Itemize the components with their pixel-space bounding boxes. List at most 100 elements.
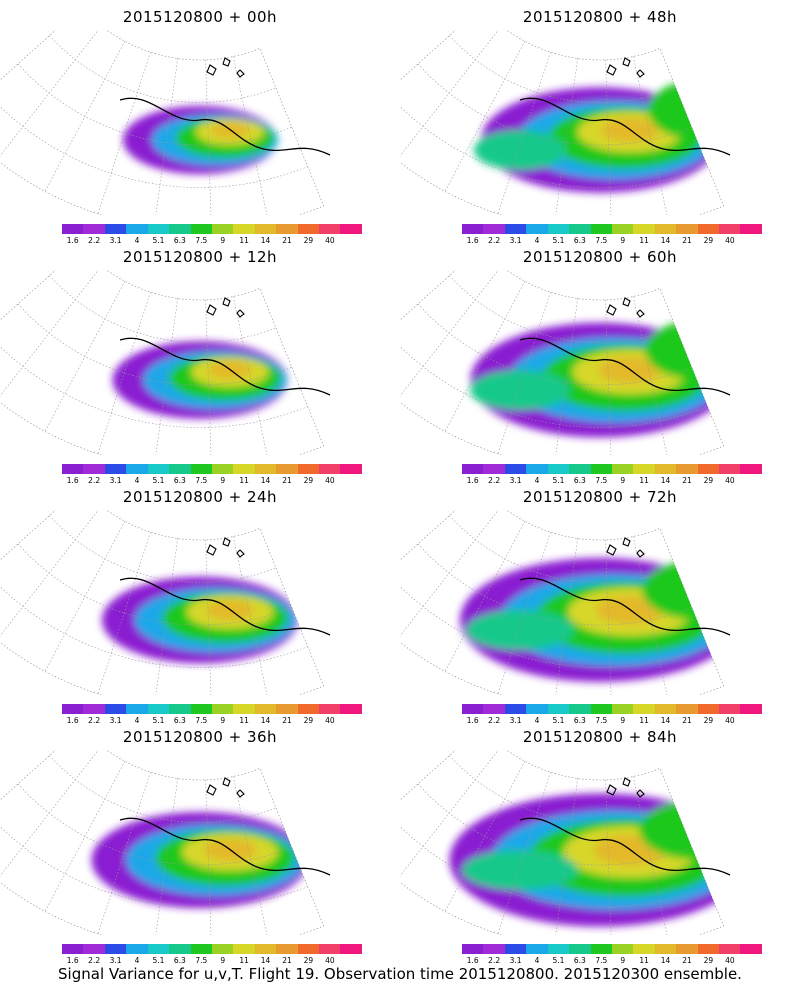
colorbar-tick-label: 5.1	[552, 476, 565, 485]
colorbar-tick-label: 1.6	[466, 236, 479, 245]
colorbar-swatch	[483, 944, 505, 954]
colorbar-swatch	[526, 464, 548, 474]
colorbar-tick-label: 9	[220, 476, 226, 485]
colorbar-tick-label: 29	[703, 716, 714, 725]
colorbar-tick-label: 9	[220, 236, 226, 245]
colorbar-tick-label: 6.3	[573, 236, 586, 245]
colorbar-tick-label: 4	[534, 956, 540, 965]
colorbar-tick-label: 11	[239, 236, 249, 245]
colorbar-swatch	[83, 944, 105, 954]
colorbar-swatch	[462, 224, 484, 234]
panel-title: 2015120800 + 48h	[522, 8, 678, 26]
colorbar-swatch	[569, 224, 591, 234]
colorbar-swatch	[126, 944, 148, 954]
colorbar-swatch	[654, 224, 677, 234]
colorbar-swatch	[590, 944, 612, 954]
colorbar-swatch	[504, 464, 527, 474]
colorbar-swatch	[719, 224, 741, 234]
colorbar-swatch	[547, 224, 570, 234]
colorbar	[462, 224, 762, 234]
colorbar-tick-label: 2.2	[488, 956, 501, 965]
colorbar-tick-label: 4	[134, 476, 140, 485]
colorbar-swatch	[547, 944, 570, 954]
panel-title: 2015120800 + 12h	[122, 248, 278, 266]
colorbar-swatch	[740, 224, 762, 234]
colorbar	[62, 944, 362, 954]
colorbar-swatch	[104, 944, 127, 954]
colorbar-tick-label: 4	[134, 956, 140, 965]
colorbar-swatch	[633, 704, 655, 714]
colorbar-tick-label: 11	[239, 716, 249, 725]
colorbar-swatch	[147, 464, 170, 474]
colorbar-swatch	[676, 704, 698, 714]
colorbar-swatch	[62, 704, 84, 714]
colorbar-swatch	[676, 464, 698, 474]
colorbar-tick-label: 14	[260, 476, 271, 485]
panel-title: 2015120800 + 00h	[122, 8, 278, 26]
colorbar-tick-label: 29	[703, 476, 714, 485]
colorbar-swatch	[740, 704, 762, 714]
colorbar-tick-label: 4	[134, 716, 140, 725]
colorbar-swatch	[319, 704, 341, 714]
colorbar-swatch	[611, 704, 634, 714]
colorbar-swatch	[297, 704, 320, 714]
colorbar-ticks: 1.6 2.2 3.1 4 5.1 6.3 7.5 9 11 14 21 29 40	[62, 716, 362, 726]
variance-map	[0, 750, 331, 935]
coastline	[119, 577, 331, 636]
colorbar-tick-label: 9	[220, 716, 226, 725]
colorbar-tick-label: 29	[303, 236, 314, 245]
colorbar-swatch	[676, 944, 698, 954]
colorbar-tick-label: 2.2	[88, 716, 101, 725]
colorbar-tick-label: 11	[639, 476, 649, 485]
panel-title: 2015120800 + 84h	[522, 728, 678, 746]
colorbar-swatch	[276, 704, 298, 714]
colorbar-swatch	[504, 224, 527, 234]
colorbar-swatch	[676, 224, 698, 234]
colorbar-swatch	[126, 704, 148, 714]
colorbar-swatch	[483, 464, 505, 474]
colorbar-tick-label: 4	[534, 476, 540, 485]
colorbar-swatch	[104, 704, 127, 714]
colorbar-tick-label: 3.1	[509, 476, 522, 485]
colorbar-swatch	[211, 464, 234, 474]
colorbar-tick-label: 6.3	[173, 476, 186, 485]
colorbar-swatch	[697, 464, 720, 474]
colorbar-swatch	[169, 224, 191, 234]
colorbar-tick-label: 7.5	[195, 956, 208, 965]
colorbar-tick-label: 7.5	[595, 716, 608, 725]
colorbar-tick-label: 11	[239, 956, 249, 965]
colorbar-swatch	[719, 704, 741, 714]
colorbar-swatch	[297, 464, 320, 474]
colorbar-tick-label: 40	[725, 236, 735, 245]
colorbar-tick-label: 5.1	[152, 476, 165, 485]
colorbar	[62, 224, 362, 234]
variance-map	[400, 30, 731, 215]
coastline	[119, 97, 331, 156]
colorbar-tick-label: 40	[325, 236, 335, 245]
colorbar-swatch	[633, 464, 655, 474]
colorbar-tick-label: 21	[682, 716, 692, 725]
colorbar-swatch	[340, 464, 362, 474]
colorbar-swatch	[526, 944, 548, 954]
colorbar-tick-label: 7.5	[195, 716, 208, 725]
colorbar-tick-label: 9	[620, 236, 626, 245]
colorbar-swatch	[462, 464, 484, 474]
panel-title: 2015120800 + 24h	[122, 488, 278, 506]
colorbar-tick-label: 3.1	[509, 236, 522, 245]
colorbar-tick-label: 2.2	[488, 476, 501, 485]
colorbar-swatch	[104, 224, 127, 234]
colorbar-tick-label: 14	[260, 716, 271, 725]
panel-title: 2015120800 + 36h	[122, 728, 278, 746]
colorbar-swatch	[147, 944, 170, 954]
colorbar-swatch	[590, 224, 612, 234]
colorbar-swatch	[169, 944, 191, 954]
colorbar-tick-label: 1.6	[66, 716, 79, 725]
colorbar-ticks: 1.6 2.2 3.1 4 5.1 6.3 7.5 9 11 14 21 29 40	[62, 236, 362, 246]
colorbar-swatch	[319, 944, 341, 954]
colorbar-tick-label: 3.1	[109, 236, 122, 245]
colorbar-swatch	[611, 464, 634, 474]
colorbar-tick-label: 1.6	[466, 716, 479, 725]
colorbar-swatch	[590, 704, 612, 714]
coastline	[519, 817, 731, 876]
colorbar-tick-label: 2.2	[88, 236, 101, 245]
